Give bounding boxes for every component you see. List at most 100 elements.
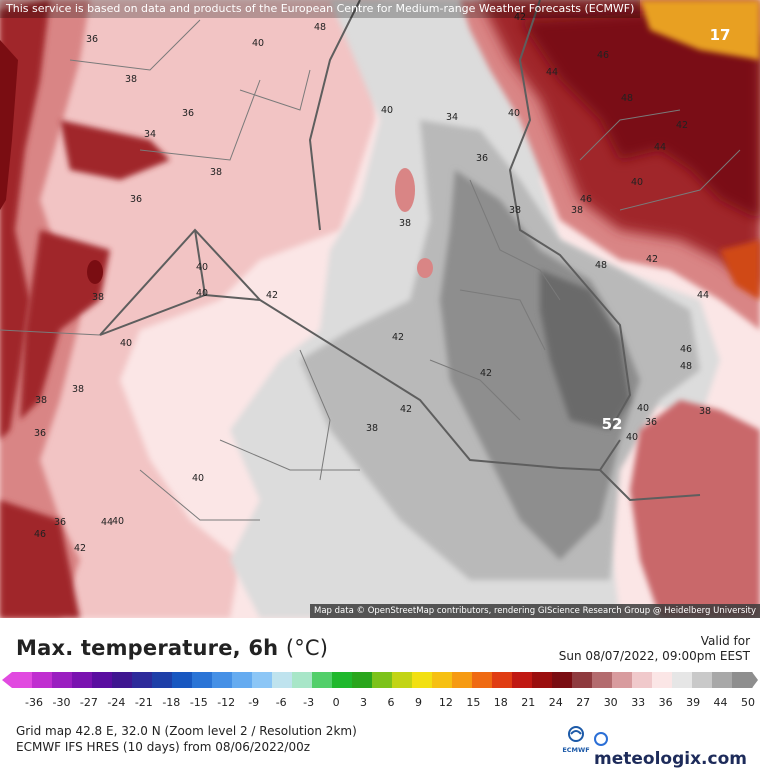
isotherm-label: 40 [112,516,124,527]
scale-swatch [192,672,213,688]
isotherm-label: 36 [130,194,142,205]
scale-tick-label: -6 [276,696,287,708]
scale-tick-label: -18 [162,696,180,708]
isotherm-label: 42 [392,332,404,343]
isotherm-label: 46 [597,50,609,61]
model-info[interactable]: ECMWF IFS HRES (10 days) from 08/06/2022… [16,740,311,754]
scale-tick-label: -27 [80,696,98,708]
scale-tick-label: 30 [604,696,618,708]
scale-tick-label: 15 [466,696,480,708]
isotherm-label: 48 [621,93,633,104]
scale-swatch [632,672,653,688]
scale-tick-label: 27 [576,696,590,708]
scale-swatch [612,672,633,688]
scale-tick-label: -15 [190,696,208,708]
isotherm-label: 40 [637,403,649,414]
isotherm-label: 38 [210,167,222,178]
isotherm-label: 36 [54,517,66,528]
scale-tick-label: 18 [494,696,508,708]
color-scale: -36 -30 -27 -24 -21 -18 -15 -12 -9 -6 -3 0 3 6 9 12 15 18… [2,672,758,708]
scale-swatch [392,672,413,688]
corner-hot-ne-2 [720,240,760,300]
scale-tick-label: 12 [439,696,453,708]
scale-swatch [592,672,613,688]
isotherm-label: 42 [400,404,412,415]
isotherm-label: 42 [646,254,658,265]
meteologix-brand[interactable]: meteologix.com [594,729,760,769]
attribution-bottom[interactable]: Map data © OpenStreetMap contributors, r… [310,604,760,618]
scale-tick-label: 39 [686,696,700,708]
isotherm-label: 40 [196,288,208,299]
scale-swatch [572,672,593,688]
scale-swatch [512,672,533,688]
legend-panel [0,618,760,760]
isotherm-label: 44 [101,517,113,528]
isotherm-label: 34 [446,112,458,123]
scale-swatch [312,672,333,688]
scale-swatch [32,672,53,688]
isotherm-label: 38 [92,292,104,303]
scale-tick-label: 21 [521,696,535,708]
isotherm-label: 38 [35,395,47,406]
isotherm-label: 42 [676,120,688,131]
attribution-top: This service is based on data and produc… [0,0,641,18]
isotherm-label: 48 [680,361,692,372]
scale-swatch [532,672,553,688]
coastal-deepred-west [0,40,18,210]
country-borders [99,0,701,502]
mountain-deepred-ne [520,10,760,220]
scale-tick-label: 24 [549,696,563,708]
isotherm-label: 36 [86,34,98,45]
scale-swatch [12,672,33,688]
isotherm-label: 40 [631,177,643,188]
isotherm-label: 42 [266,290,278,301]
max-value-label: 52 [602,415,623,433]
scale-swatch [132,672,153,688]
isotherm-label: 38 [366,423,378,434]
scale-tick-label: -36 [25,696,43,708]
scale-swatch [172,672,193,688]
province-borders [0,19,741,521]
scale-swatch [52,672,73,688]
scale-swatch [252,672,273,688]
isotherm-label: 36 [34,428,46,439]
scale-tick-label: -30 [53,696,71,708]
isotherm-label: 40 [381,105,393,116]
scale-tick-label: 3 [360,696,367,708]
isotherm-label: 46 [680,344,692,355]
scale-swatch [272,672,293,688]
isotherm-labels: 36 40 38 36 34 38 36 38 40 40 42 38 36 40 38 36 40 42 44 46… [34,12,711,554]
isotherm-label: 48 [314,22,326,33]
isotherm-label: 40 [192,473,204,484]
scale-swatch [652,672,673,688]
temperature-map[interactable]: 36 40 38 36 34 38 36 38 40 40 42 38 36 40 38 36 40 42 44 46… [0,0,760,618]
isotherm-label: 42 [480,368,492,379]
scale-swatch [692,672,713,688]
scale-tick-label: -24 [107,696,125,708]
isotherm-label: 36 [182,108,194,119]
map-title: Max. temperature, 6h (°C) [16,636,328,660]
isotherm-label: 40 [626,432,638,443]
scale-swatch [452,672,473,688]
scale-tick-label: -21 [135,696,153,708]
scale-swatch [72,672,93,688]
isotherm-label: 34 [144,129,156,140]
scale-swatch [92,672,113,688]
scale-swatch [332,672,353,688]
isotherm-label: 44 [697,290,709,301]
scale-tick-label: 44 [714,696,728,708]
scale-swatch [412,672,433,688]
grid-info: Grid map 42.8 E, 32.0 N (Zoom level 2 / … [16,724,357,738]
scale-swatch [212,672,233,688]
isotherm-label: 38 [699,406,711,417]
ecmwf-logo: ECMWF [562,726,590,754]
hot-zone-darker [540,270,630,430]
scale-tick-label: 9 [415,696,422,708]
scale-swatch [552,672,573,688]
sw-corner-warm [0,500,80,618]
isotherm-label: 42 [74,543,86,554]
valid-time[interactable]: Sun 08/07/2022, 09:00pm EEST [558,649,750,663]
isotherm-label: 38 [571,205,583,216]
pink-patch [395,168,415,212]
scale-swatch [712,672,733,688]
